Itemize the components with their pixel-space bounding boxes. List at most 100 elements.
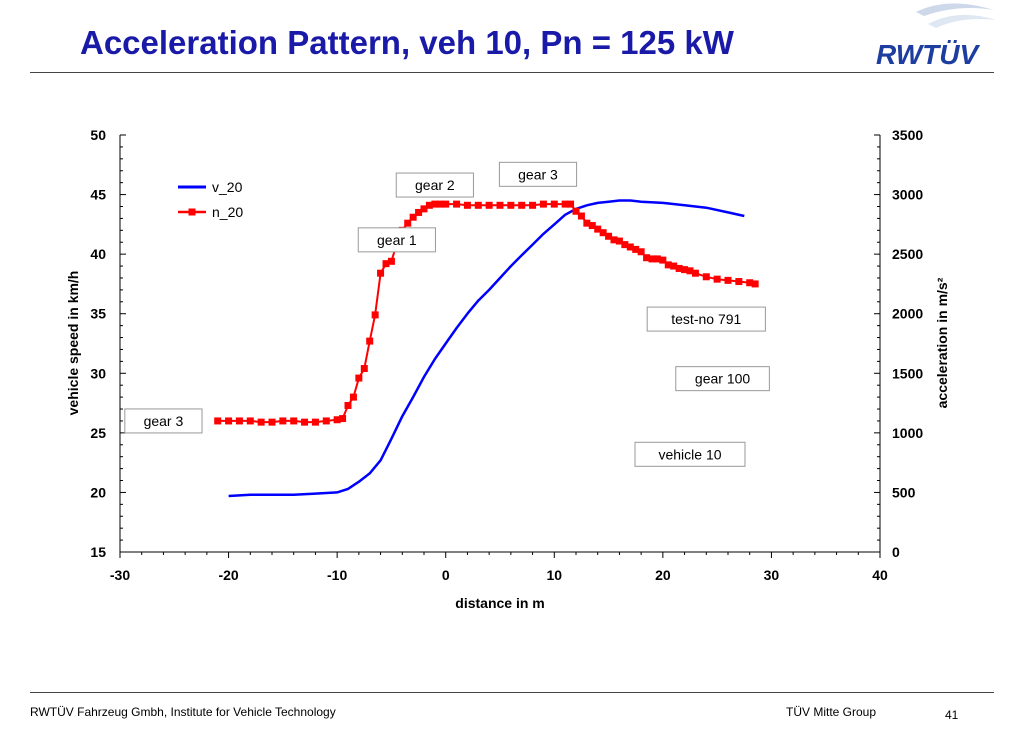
y2-tick-label: 2000	[892, 306, 923, 322]
data-point-n_20	[360, 365, 368, 373]
legend-marker-n_20	[188, 208, 196, 216]
axes: -30 -20 -10 0 10 20 30 401520253035404550050010…	[65, 127, 950, 611]
data-point-n_20	[610, 236, 618, 244]
y-tick-label: 35	[90, 306, 106, 322]
data-point-n_20	[246, 417, 254, 425]
annotation-label: gear 3	[518, 166, 558, 182]
data-point-n_20	[371, 311, 379, 319]
y2-tick-label: 1000	[892, 425, 923, 441]
y-tick-label: 20	[90, 484, 106, 500]
rwtuv-logo: RWTÜV	[876, 3, 996, 70]
annotation-frame	[646, 306, 766, 332]
annotation-label: gear 2	[415, 177, 455, 193]
data-point-n_20	[751, 280, 759, 288]
data-point-n_20	[567, 200, 575, 208]
data-point-n_20	[621, 241, 629, 249]
annotation-box: gear 2	[395, 172, 474, 198]
data-point-n_20	[496, 201, 504, 209]
annotation-label: test-no 791	[671, 311, 741, 327]
data-point-n_20	[436, 200, 444, 208]
y2-tick-label: 2500	[892, 246, 923, 262]
annotation-box: gear 3	[498, 161, 578, 187]
data-point-n_20	[290, 417, 298, 425]
y-tick-label: 30	[90, 365, 106, 381]
annotation-frame	[675, 366, 770, 392]
data-point-n_20	[344, 401, 352, 409]
data-point-n_20	[301, 418, 309, 426]
annotation-box: test-no 791	[646, 306, 766, 332]
data-point-n_20	[225, 417, 233, 425]
annotation-box: gear 100	[675, 366, 770, 392]
data-point-n_20	[648, 255, 656, 263]
legend: v_20 n_20	[178, 179, 243, 220]
data-point-n_20	[214, 417, 222, 425]
data-point-n_20	[279, 417, 287, 425]
data-point-n_20	[415, 208, 423, 216]
data-point-n_20	[583, 219, 591, 227]
annotation-frame	[357, 227, 436, 253]
data-point-n_20	[507, 201, 515, 209]
annotations: gear 3 gear 1 gear 2 gear 3 test-no 791 gear …	[124, 161, 770, 467]
legend-label-n_20: n_20	[212, 204, 243, 220]
data-point-n_20	[713, 275, 721, 283]
y2-tick-label: 3000	[892, 187, 923, 203]
y-tick-label: 15	[90, 544, 106, 560]
data-point-n_20	[442, 200, 450, 208]
data-point-n_20	[686, 267, 694, 275]
y2-tick-label: 1500	[892, 365, 923, 381]
data-point-n_20	[339, 415, 347, 423]
data-point-n_20	[409, 213, 417, 221]
data-point-n_20	[675, 264, 683, 272]
data-point-n_20	[637, 248, 645, 256]
annotation-frame	[634, 441, 746, 467]
data-point-n_20	[539, 200, 547, 208]
data-point-n_20	[235, 417, 243, 425]
annotation-frame	[498, 161, 578, 187]
x-tick-label: -30	[110, 567, 130, 583]
y2-tick-label: 0	[892, 544, 900, 560]
data-point-n_20	[588, 222, 596, 230]
x-tick-label: -20	[218, 567, 238, 583]
data-point-n_20	[632, 245, 640, 253]
x-tick-label: 20	[655, 567, 671, 583]
data-point-n_20	[599, 229, 607, 237]
data-point-n_20	[382, 260, 390, 268]
data-point-n_20	[643, 254, 651, 262]
data-point-n_20	[257, 418, 265, 426]
y2-tick-label: 3500	[892, 127, 923, 143]
annotation-box: gear 1	[357, 227, 436, 253]
annotation-label: gear 1	[377, 232, 417, 248]
data-point-n_20	[377, 269, 385, 277]
data-point-n_20	[702, 273, 710, 281]
x-tick-label: -10	[327, 567, 347, 583]
footer-right-text: TÜV Mitte Group	[786, 705, 877, 719]
page-number: 41	[945, 708, 959, 722]
data-point-n_20	[626, 243, 634, 251]
data-point-n_20	[474, 201, 482, 209]
data-point-n_20	[724, 276, 732, 284]
y-tick-label: 45	[90, 187, 106, 203]
data-point-n_20	[572, 207, 580, 215]
data-point-n_20	[659, 256, 667, 264]
x-tick-label: 10	[546, 567, 562, 583]
data-point-n_20	[681, 266, 689, 274]
y-axis-label: vehicle speed in km/h	[65, 271, 81, 416]
footer-left-text: RWTÜV Fahrzeug Gmbh, Institute for Vehic…	[30, 705, 336, 719]
annotation-frame	[124, 408, 203, 434]
series	[214, 199, 759, 498]
data-point-n_20	[463, 201, 471, 209]
data-point-n_20	[550, 200, 558, 208]
annotation-label: gear 100	[695, 371, 750, 387]
y-tick-label: 25	[90, 425, 106, 441]
data-point-n_20	[653, 255, 661, 263]
data-point-n_20	[404, 219, 412, 227]
logo-text: RWTÜV	[876, 39, 980, 70]
annotation-box: vehicle 10	[634, 441, 746, 467]
slide-title: Acceleration Pattern, veh 10, Pn = 125 k…	[80, 24, 734, 61]
y2-tick-label: 500	[892, 484, 916, 500]
data-point-n_20	[322, 417, 330, 425]
data-point-n_20	[518, 201, 526, 209]
data-point-n_20	[431, 200, 439, 208]
data-point-n_20	[425, 201, 433, 209]
series-line-v_20	[228, 199, 745, 498]
